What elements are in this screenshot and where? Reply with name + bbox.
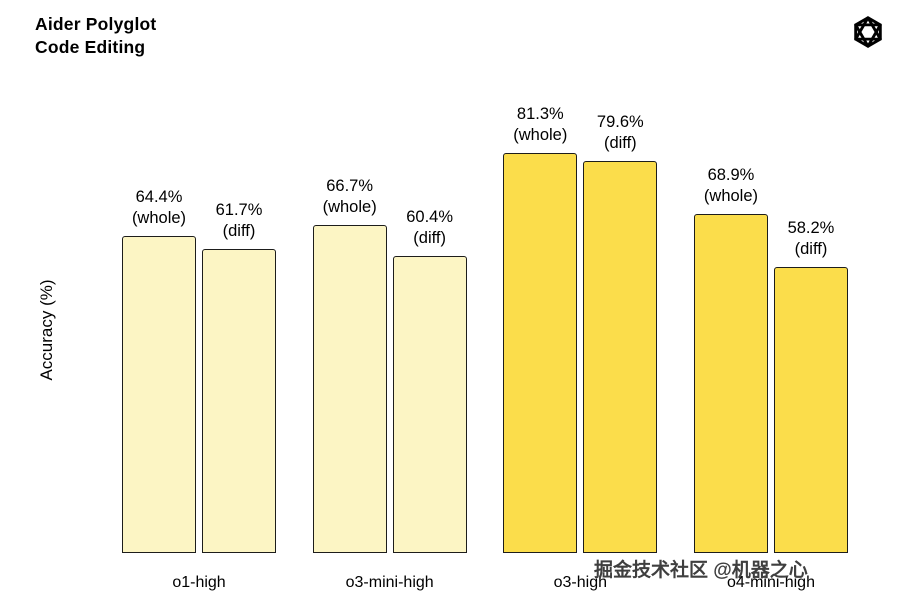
bar-value-label: 66.7% (whole) — [323, 176, 377, 218]
bar-o3-high-whole: 81.3% (whole) — [503, 104, 578, 553]
bar-o3-mini-high-whole: 66.7% (whole) — [312, 176, 387, 553]
bar-group-o3-high: 81.3% (whole) 79.6% (diff) — [503, 104, 658, 553]
bar-series-text: (whole) — [131, 209, 187, 227]
bar-group-o3-mini-high: 66.7% (whole) 60.4% (diff) — [312, 176, 467, 553]
bar-series-text: (whole) — [513, 126, 568, 144]
bar-o4-mini-high-diff: 58.2% (diff) — [773, 218, 848, 553]
bar-series-text: (diff) — [222, 222, 256, 240]
bar-o3-high-diff: 79.6% (diff) — [583, 112, 658, 553]
bar-group-o1-high: 64.4% (whole) 61.7% (diff) — [122, 187, 276, 553]
bar-group-o4-mini-high: 68.9% (whole) 58.2% (diff) — [693, 165, 848, 553]
bar-value-label: 81.3% (whole) — [513, 104, 567, 146]
bar-value-text: 58.2% — [787, 219, 835, 237]
bar-value-text: 61.7% — [215, 201, 263, 219]
chart-title: Aider Polyglot Code Editing — [35, 13, 156, 59]
bar-series-text: (whole) — [322, 198, 377, 216]
x-axis-label-o4-mini-high: o4-mini-high — [726, 574, 815, 591]
bar-value-text: 68.9% — [707, 166, 755, 184]
plot-area: 64.4% (whole) 61.7% (diff) 66.7% (whole) 60.4%… — [122, 43, 848, 553]
bar-series-text: (diff) — [413, 229, 446, 247]
y-axis-label: Accuracy (%) — [37, 279, 56, 381]
bar-rect — [503, 153, 578, 553]
bar-rect — [583, 161, 658, 553]
bar-rect — [773, 267, 848, 553]
bar-rect — [693, 214, 768, 553]
bar-rect — [312, 225, 387, 553]
bar-value-text: 79.6% — [596, 113, 644, 131]
chart-title-line1: Aider Polyglot — [35, 14, 157, 34]
bar-value-text: 66.7% — [326, 177, 374, 195]
bar-series-text: (diff) — [794, 240, 828, 258]
x-axis-label-o3-mini-high: o3-mini-high — [345, 574, 434, 591]
x-axis-label-o1-high: o1-high — [172, 574, 226, 591]
bar-value-label: 58.2% (diff) — [788, 218, 835, 260]
bar-value-text: 60.4% — [406, 208, 454, 226]
x-axis: o1-high o3-mini-high o3-high o4-mini-high — [122, 574, 848, 592]
bar-value-text: 81.3% — [516, 105, 564, 123]
bar-value-label: 61.7% (diff) — [216, 200, 263, 242]
bar-series-text: (whole) — [703, 187, 759, 205]
chart-title-line2: Code Editing — [35, 37, 146, 57]
bar-series-text: (diff) — [603, 134, 637, 152]
bar-o4-mini-high-whole: 68.9% (whole) — [693, 165, 768, 553]
bar-o1-high-diff: 61.7% (diff) — [202, 200, 276, 553]
bar-value-label: 68.9% (whole) — [704, 165, 758, 207]
watermark-text: 掘金技术社区 @机器之心 — [594, 560, 808, 581]
bar-value-label: 79.6% (diff) — [597, 112, 644, 154]
bar-value-label: 64.4% (whole) — [132, 187, 186, 229]
bar-rect — [202, 249, 276, 553]
bar-value-label: 60.4% (diff) — [406, 207, 453, 249]
bar-rect — [122, 236, 196, 553]
bar-rect — [392, 256, 467, 553]
x-axis-label-o3-high: o3-high — [553, 574, 607, 591]
bar-o1-high-whole: 64.4% (whole) — [122, 187, 196, 553]
bar-value-text: 64.4% — [135, 188, 183, 206]
openai-logo-icon — [854, 16, 882, 48]
bar-o3-mini-high-diff: 60.4% (diff) — [392, 207, 467, 553]
